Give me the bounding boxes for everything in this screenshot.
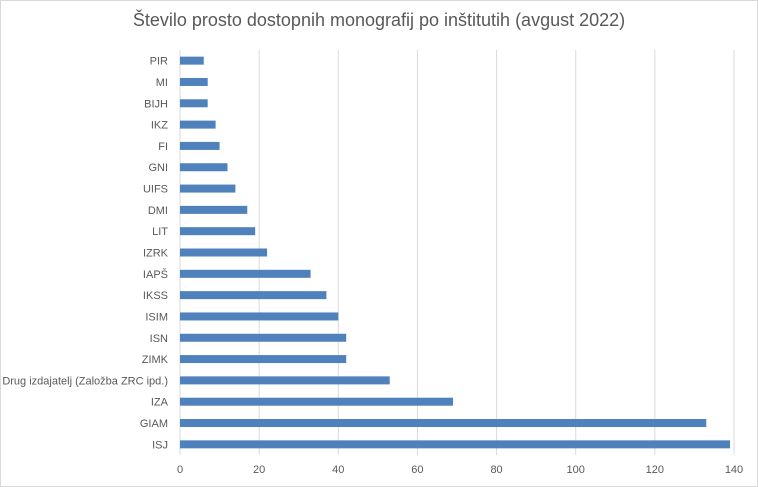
bar-17 — [180, 419, 707, 428]
category-label: GIAM — [140, 418, 168, 430]
bar-10 — [180, 269, 311, 278]
category-label: ISN — [150, 333, 168, 345]
category-label: LIT — [152, 226, 168, 238]
bar-11 — [180, 291, 327, 300]
bar-13 — [180, 333, 347, 342]
bar-9 — [180, 248, 268, 257]
bar-18 — [180, 440, 731, 449]
bar-16 — [180, 397, 454, 406]
category-labels: PIR MI BIJH IKZ FI GNI UIFS DMI LIT IZRK IAPŠ IKSS I… — [2, 56, 168, 452]
x-tick-label: 40 — [332, 464, 344, 476]
x-tick-label: 0 — [177, 464, 183, 476]
bar-3 — [180, 120, 216, 129]
category-label: BIJH — [144, 98, 168, 110]
category-label: FI — [158, 141, 168, 153]
x-tick-label: 100 — [567, 464, 585, 476]
category-label: IKSS — [143, 290, 168, 302]
bar-4 — [180, 141, 220, 150]
bars — [180, 56, 731, 449]
bar-2 — [180, 99, 208, 108]
category-label: Drug izdajatelj (Založba ZRC ipd.) — [2, 375, 168, 387]
grid-lines — [179, 50, 735, 455]
bar-8 — [180, 227, 256, 236]
category-label: ISIM — [145, 311, 168, 323]
bar-6 — [180, 184, 236, 193]
bar-7 — [180, 205, 248, 214]
category-label: DMI — [148, 205, 168, 217]
bar-0 — [180, 56, 204, 65]
bar-1 — [180, 77, 208, 86]
bar-14 — [180, 355, 347, 364]
bar-12 — [180, 312, 339, 321]
category-label: ISJ — [152, 439, 168, 451]
chart-title: Število prosto dostopnih monografij po i… — [132, 10, 626, 30]
category-label: IAPŠ — [143, 268, 168, 281]
x-tick-label: 80 — [490, 464, 502, 476]
category-label: UIFS — [143, 184, 168, 196]
category-label: IZA — [151, 397, 169, 409]
x-tick-label: 140 — [725, 464, 743, 476]
x-tick-label: 20 — [253, 464, 265, 476]
bar-5 — [180, 163, 228, 172]
category-label: GNI — [148, 162, 168, 174]
category-label: PIR — [150, 56, 168, 68]
category-label: MI — [156, 77, 168, 89]
x-tick-labels: 0 20 40 60 80 100 120 140 — [177, 464, 743, 476]
x-tick-label: 60 — [411, 464, 423, 476]
x-tick-label: 120 — [646, 464, 664, 476]
category-label: IKZ — [151, 120, 168, 132]
category-label: IZRK — [143, 248, 169, 260]
bar-15 — [180, 376, 390, 385]
category-label: ZIMK — [142, 354, 169, 366]
